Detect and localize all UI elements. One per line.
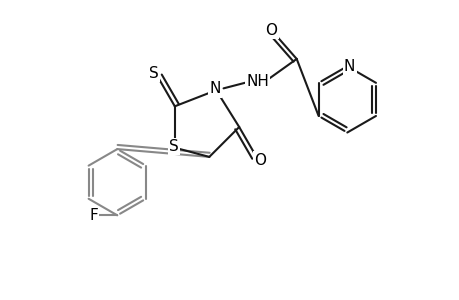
- Text: N: N: [209, 81, 220, 96]
- Text: NH: NH: [246, 74, 269, 89]
- Text: S: S: [169, 139, 179, 154]
- Text: F: F: [89, 208, 98, 223]
- Text: S: S: [149, 66, 159, 81]
- Text: N: N: [343, 59, 354, 74]
- Text: O: O: [265, 23, 277, 38]
- Text: O: O: [253, 153, 265, 168]
